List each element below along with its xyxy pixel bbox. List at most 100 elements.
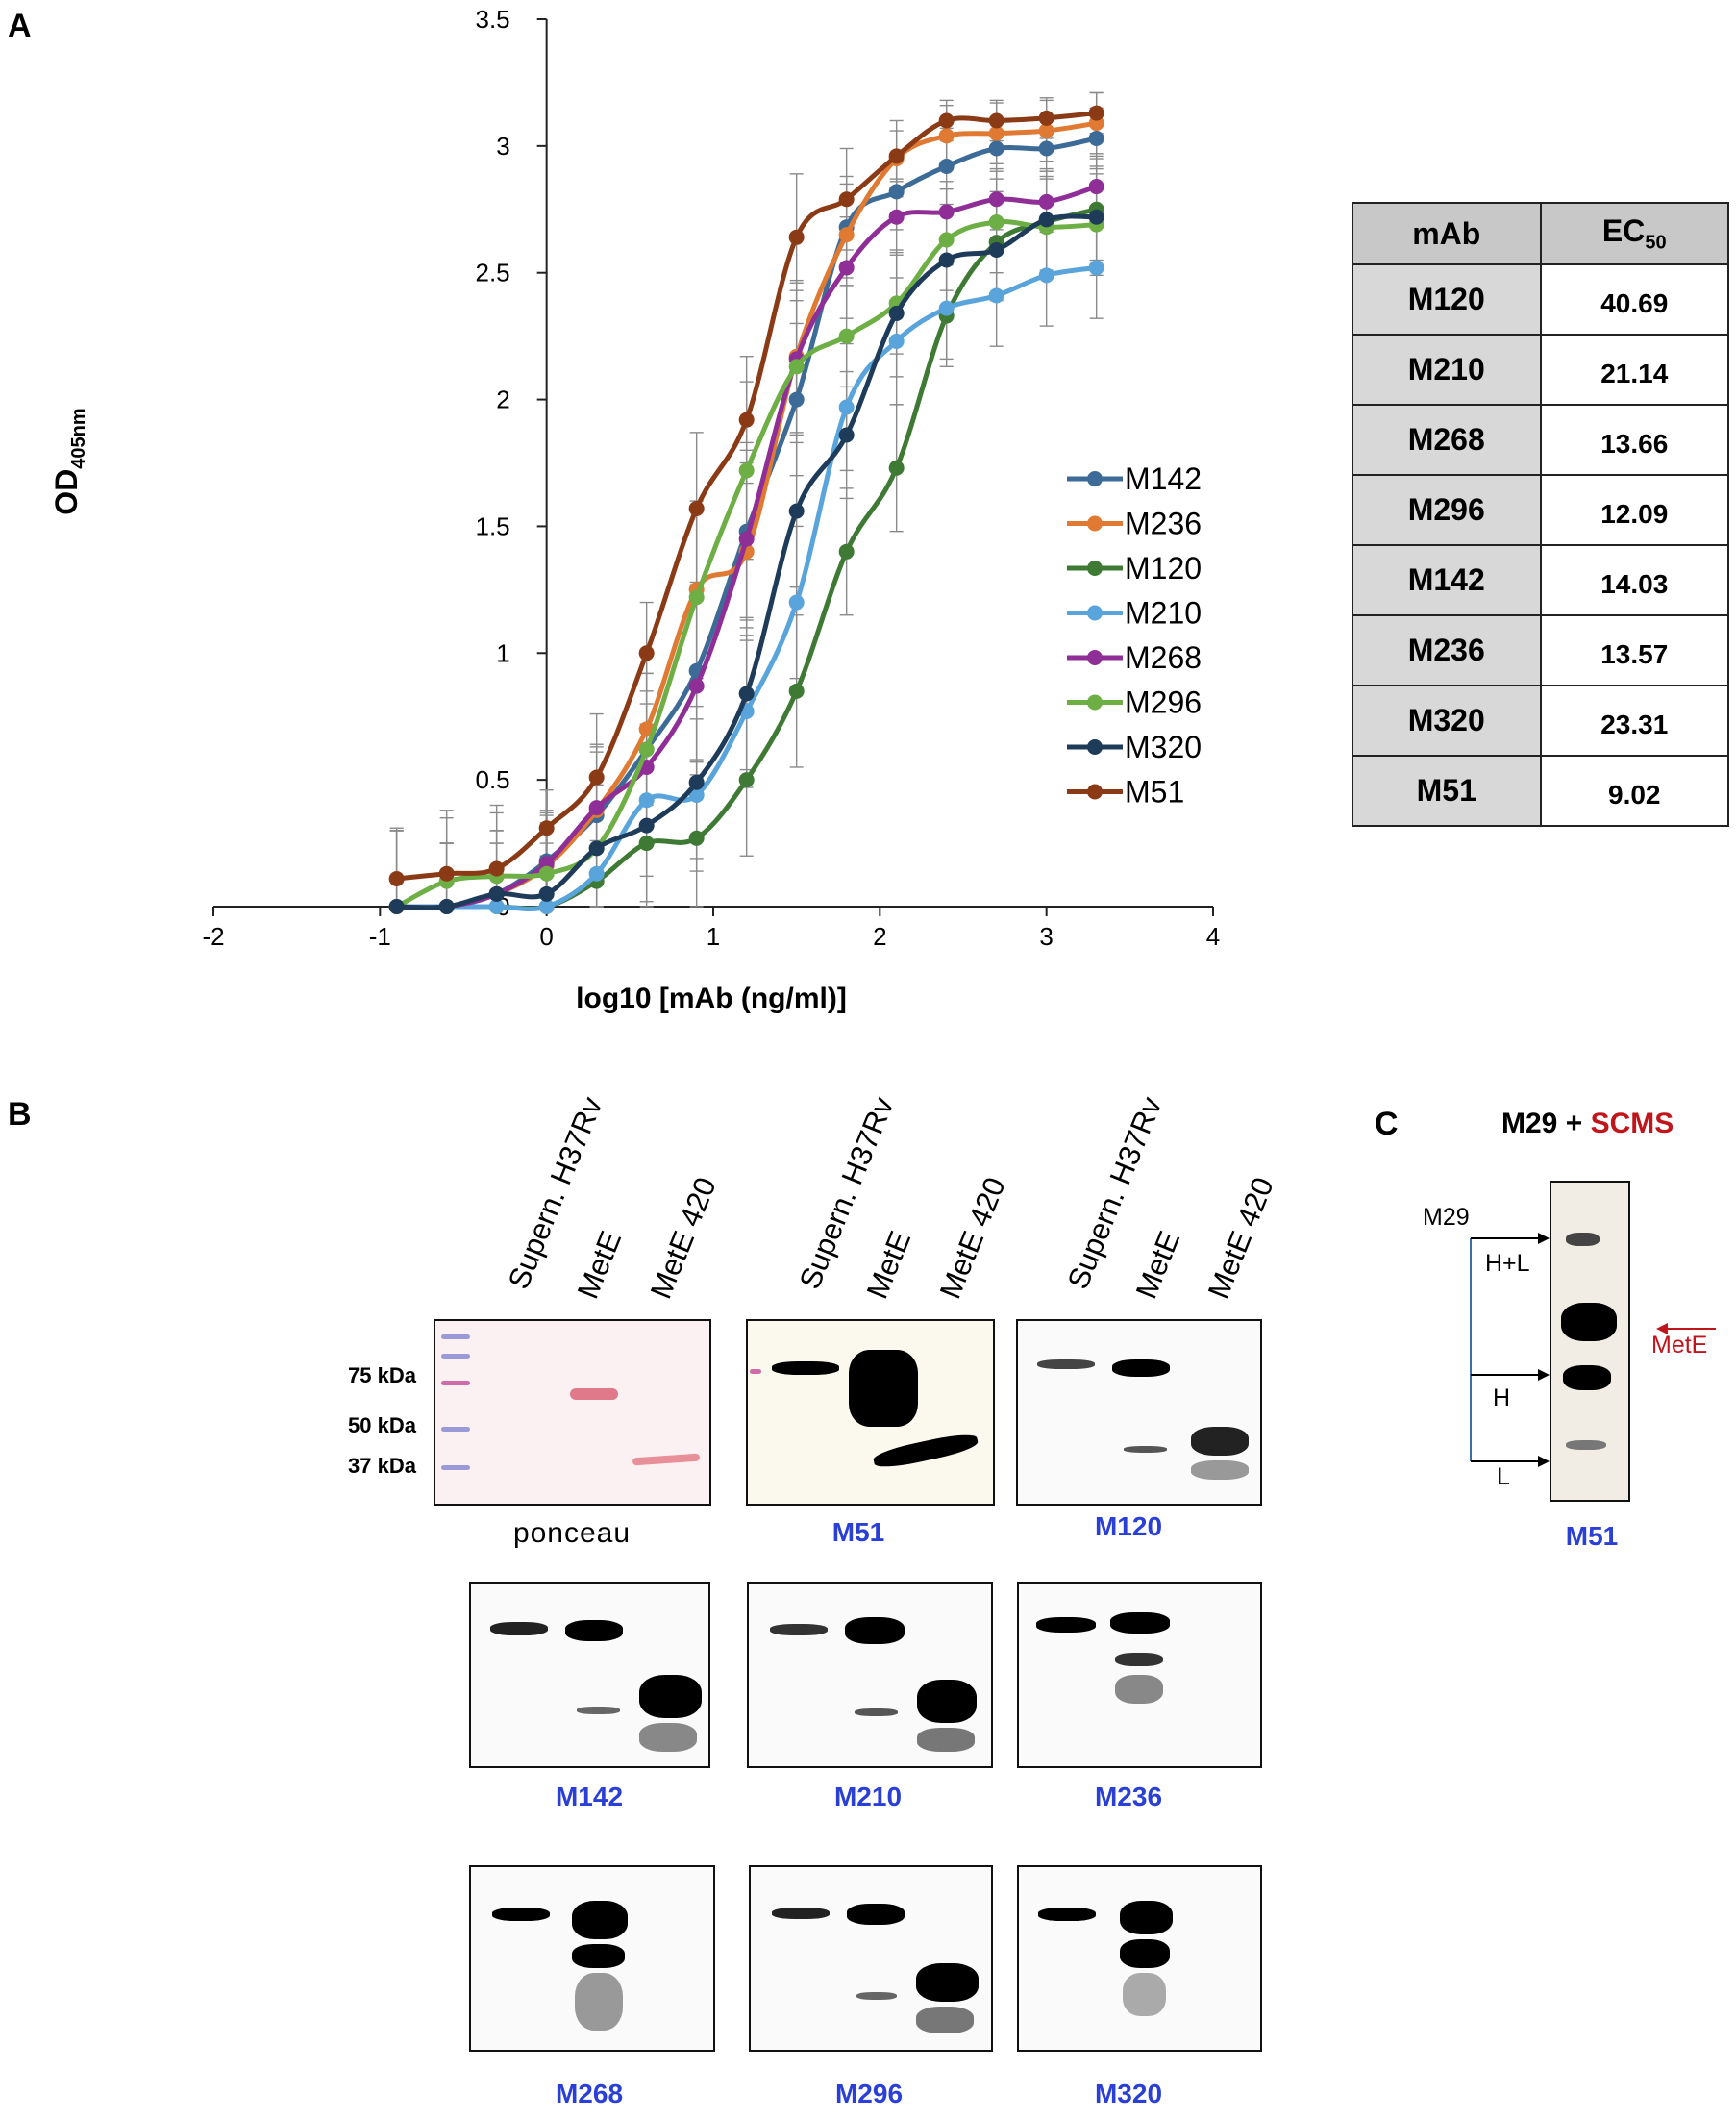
data-point-m51 <box>1088 105 1104 121</box>
data-point-m210 <box>638 792 655 809</box>
x-axis-label: log10 [mAb (ng/ml)] <box>576 983 847 1014</box>
blot-label-m296: M296 <box>834 2079 904 2108</box>
ec50-row: M268 13.66 <box>1352 404 1729 476</box>
x-tick-label: -2 <box>202 922 224 951</box>
m296-blot <box>749 1865 993 2052</box>
data-point-m51 <box>988 112 1004 129</box>
data-point-m210 <box>788 594 805 611</box>
data-point-m320 <box>538 885 555 902</box>
x-tick-label: -1 <box>369 922 391 951</box>
data-point-m120 <box>738 772 755 788</box>
ec50-value: 13.66 <box>1539 404 1729 476</box>
m210-blot <box>747 1582 993 1768</box>
legend-label-m320: M320 <box>1125 730 1202 764</box>
data-point-m120 <box>638 836 655 852</box>
ec50-value: 40.69 <box>1539 263 1729 336</box>
data-point-m320 <box>988 241 1004 258</box>
ec50-value: 23.31 <box>1539 685 1729 757</box>
legend-label-m210: M210 <box>1125 596 1202 631</box>
legend-label-m51: M51 <box>1125 775 1184 810</box>
legend-marker-m120 <box>1087 561 1103 576</box>
lane-label-mete420: MetE 420 <box>1201 1172 1280 1304</box>
data-point-m320 <box>438 899 455 914</box>
legend-marker-m142 <box>1087 471 1103 486</box>
ec50-row: M142 14.03 <box>1352 544 1729 616</box>
legend-marker-m210 <box>1087 605 1103 621</box>
data-point-m142 <box>1088 130 1104 146</box>
blot-label-m236: M236 <box>1094 1782 1163 1811</box>
data-point-m236 <box>1038 123 1054 139</box>
legend-marker-m296 <box>1087 694 1103 711</box>
ec50-row: M210 21.14 <box>1352 334 1729 406</box>
panel-c-blot-label: M51 <box>1565 1521 1619 1551</box>
m29-label: M29 <box>1423 1204 1470 1231</box>
data-point-m142 <box>988 140 1004 157</box>
x-tick-label: 0 <box>539 922 553 951</box>
m320-blot <box>1017 1865 1262 2052</box>
ec50-header-ec-main: EC <box>1601 212 1646 248</box>
data-point-m320 <box>1038 212 1054 228</box>
data-point-m320 <box>488 885 505 902</box>
kda-50: 50 kDa <box>348 1413 416 1437</box>
m268-blot <box>469 1865 715 2052</box>
kda-37: 37 kDa <box>348 1454 416 1478</box>
y-tick-label: 3.5 <box>476 5 510 34</box>
lane-label-mete: MetE <box>570 1226 629 1304</box>
data-point-m142 <box>1038 140 1054 157</box>
data-point-m210 <box>688 786 705 803</box>
series-line-m320 <box>396 213 1097 910</box>
y-tick-label: 0.5 <box>476 765 510 794</box>
ec50-mab: M142 <box>1352 544 1542 616</box>
ponceau-blot <box>434 1319 711 1506</box>
y-tick-label: 1 <box>496 638 509 667</box>
data-point-m320 <box>688 774 705 790</box>
data-point-m142 <box>938 158 955 174</box>
data-point-m296 <box>738 462 755 479</box>
hl-arrow-icon <box>1538 1233 1550 1244</box>
ec50-row: M320 23.31 <box>1352 685 1729 757</box>
ec50-value: 9.02 <box>1539 755 1729 827</box>
ec50-header-ec-sub: 50 <box>1645 232 1667 254</box>
ec50-row: M296 12.09 <box>1352 474 1729 546</box>
panel-label-a: A <box>8 8 32 44</box>
data-point-m296 <box>938 232 955 248</box>
ec50-value: 12.09 <box>1539 474 1729 546</box>
data-point-m210 <box>1088 260 1104 276</box>
ec50-header-row: mAb EC50 <box>1352 202 1729 265</box>
y-axis-label: OD405nm <box>49 408 89 514</box>
data-point-m51 <box>388 870 405 886</box>
data-point-m320 <box>588 840 605 857</box>
ec50-mab: M120 <box>1352 263 1542 336</box>
data-point-m51 <box>788 229 805 245</box>
legend-label-m236: M236 <box>1125 507 1202 541</box>
x-tick-label: 1 <box>707 922 720 951</box>
data-point-m296 <box>988 213 1004 230</box>
m142-blot <box>469 1582 710 1768</box>
data-point-m320 <box>938 252 955 268</box>
ec50-row: M236 13.57 <box>1352 614 1729 686</box>
data-point-m320 <box>1088 209 1104 225</box>
lane-label-mete: MetE <box>1128 1226 1187 1304</box>
data-point-m51 <box>1038 110 1054 126</box>
y-axis-label-sub: 405nm <box>68 408 89 468</box>
y-tick-label: 1.5 <box>476 511 510 540</box>
data-point-m120 <box>688 830 705 846</box>
hl-label: H+L <box>1485 1250 1530 1277</box>
data-point-m320 <box>888 305 905 321</box>
ec50-mab: M268 <box>1352 404 1542 476</box>
series-line-m296 <box>395 219 1097 910</box>
l-label: L <box>1497 1463 1510 1490</box>
data-point-m320 <box>388 899 405 914</box>
data-point-m210 <box>588 865 605 882</box>
mete-arrow-icon <box>1656 1323 1668 1334</box>
lane-label-mete: MetE <box>859 1226 918 1304</box>
data-point-m51 <box>438 865 455 882</box>
y-tick-label: 2.5 <box>476 259 510 287</box>
panel-c-arrows <box>1470 1233 1716 1467</box>
data-point-m142 <box>888 184 905 200</box>
blot-label-m142: M142 <box>555 1782 624 1811</box>
ec50-mab: M296 <box>1352 474 1542 546</box>
y-axis-label-main: OD <box>49 469 84 515</box>
data-point-m268 <box>588 800 605 816</box>
data-point-m210 <box>838 399 855 415</box>
